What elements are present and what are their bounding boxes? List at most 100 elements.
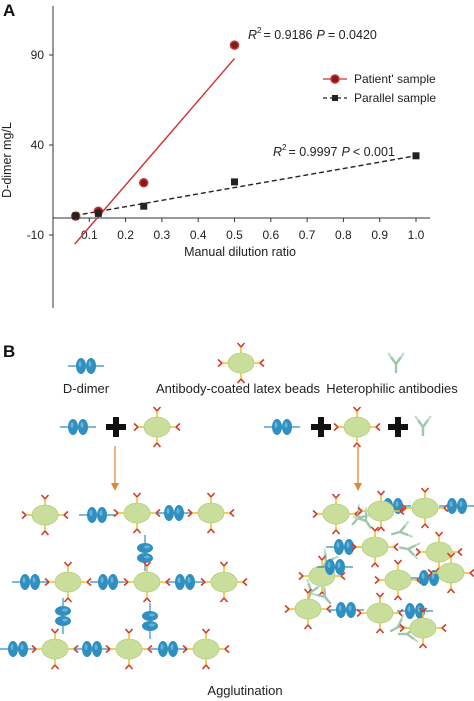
- antibody-y: [303, 588, 313, 599]
- x-tick-label: 0.4: [190, 228, 207, 242]
- latex-bead: [357, 490, 405, 532]
- antibody-y: [356, 608, 367, 618]
- x-tick-label: 0.9: [371, 228, 388, 242]
- data-points: [70, 40, 420, 221]
- heterophilic-antibody: [387, 352, 405, 373]
- antibody-y: [351, 542, 362, 552]
- antibody-y: [401, 503, 412, 513]
- reaction-heterophilic: [264, 406, 432, 448]
- antibody-y: [160, 577, 171, 587]
- antibody-y: [284, 604, 295, 614]
- antibody-y: [321, 604, 332, 614]
- antibody-y: [436, 623, 447, 633]
- heterophilic-antibody: [390, 520, 414, 538]
- x-tick-label: 0.7: [299, 228, 316, 242]
- panel-a: A 0.1 0.2 0.3 0.4 0.5 0.6 0.7 0.8 0.9 1.0-104090 …: [0, 1, 436, 308]
- antibody-y: [187, 508, 198, 518]
- antibody-y: [113, 508, 124, 518]
- x-tick-label: 1.0: [408, 228, 425, 242]
- antibody-y: [418, 638, 428, 649]
- point-parallel: [412, 152, 420, 160]
- d-dimer: [397, 603, 433, 619]
- antibody-y: [331, 493, 341, 504]
- d-dimer: [55, 598, 71, 634]
- antibody-y: [200, 577, 211, 587]
- panel-b: B D-dimer Antibody-coated latex beads He…: [0, 342, 474, 698]
- d-dimer: [156, 505, 192, 521]
- antibody-y: [317, 555, 327, 566]
- antibody-y: [331, 524, 341, 535]
- legend-label-patient: Patient' sample: [354, 72, 436, 86]
- heterophilic-antibody: [398, 542, 421, 560]
- r-letter: R: [248, 28, 257, 42]
- antibody-y: [375, 592, 385, 603]
- panel-b-letter: B: [3, 342, 15, 361]
- antibody-y: [217, 358, 228, 368]
- antibody-y: [298, 571, 309, 581]
- label-agglutination: Agglutination: [207, 683, 282, 698]
- antibody-y: [170, 422, 181, 432]
- y-tick-label: 40: [31, 138, 45, 152]
- legend-label-parallel: Parallel sample: [354, 91, 436, 105]
- antibody-y: [236, 373, 246, 384]
- antibody-y: [206, 523, 216, 534]
- antibody-y: [394, 506, 405, 516]
- point-patient: [139, 178, 149, 188]
- latex-bead: [182, 628, 230, 670]
- r-sup: 2: [282, 143, 287, 152]
- antibody-y: [81, 577, 92, 587]
- point-parallel: [231, 178, 238, 186]
- antibody-y: [420, 487, 430, 498]
- antibody-y: [206, 492, 216, 503]
- antibody-y: [44, 577, 55, 587]
- antibody-y: [370, 422, 381, 432]
- p-value-patient: = 0.0420: [328, 28, 377, 42]
- antibody-y: [40, 494, 50, 505]
- antibody-y: [152, 437, 162, 448]
- d-dimer: [150, 641, 186, 657]
- antibody-y: [31, 644, 42, 654]
- p-value-parallel: < 0.001: [353, 145, 395, 159]
- point-parallel: [72, 212, 80, 220]
- d-dimer: [79, 507, 115, 523]
- antibody-y: [335, 571, 346, 581]
- x-tick-label: 0.2: [117, 228, 134, 242]
- antibody-y: [376, 521, 386, 532]
- d-dimer: [326, 539, 362, 555]
- heterophilic-antibody: [414, 415, 432, 436]
- label-beads: Antibody-coated latex beads: [156, 381, 321, 396]
- stats-parallel: R2 = 0.9997 P < 0.001: [273, 143, 395, 159]
- latex-bead: [333, 406, 381, 448]
- antibody-y: [333, 422, 344, 432]
- d-dimer: [142, 603, 158, 639]
- antibody-y: [132, 492, 142, 503]
- latex-bead: [105, 628, 153, 670]
- panel-b-legend-icons: [68, 342, 405, 384]
- label-hetero: Heterophilic antibodies: [326, 381, 458, 396]
- antibody-y: [393, 590, 403, 601]
- x-tick-label: 0.5: [226, 228, 243, 242]
- antibody-y: [58, 510, 69, 520]
- latex-bead: [399, 607, 447, 649]
- r2-value-parallel: = 0.9997: [288, 145, 337, 159]
- latex-bead: [113, 492, 161, 534]
- y-axis-title: D-dimer mg/L: [0, 122, 14, 198]
- latex-bead: [31, 628, 79, 670]
- latex-bead: [415, 531, 463, 573]
- latex-bead: [44, 561, 92, 603]
- x-tick-label: 0.8: [335, 228, 352, 242]
- plus-sign: [311, 417, 331, 437]
- x-tick-label: 0.1: [81, 228, 98, 242]
- antibody-y: [152, 406, 162, 417]
- plus-sign: [106, 417, 126, 437]
- latex-bead: [312, 493, 360, 535]
- x-tick-label: 0.3: [154, 228, 171, 242]
- antibody-y: [63, 561, 73, 572]
- antibody-y: [452, 547, 463, 557]
- antibody-y: [142, 561, 152, 572]
- d-dimer: [12, 574, 48, 590]
- x-tick-label: 0.6: [262, 228, 279, 242]
- antibody-y: [224, 508, 235, 518]
- antibody-y: [21, 510, 32, 520]
- d-dimer: [439, 498, 474, 514]
